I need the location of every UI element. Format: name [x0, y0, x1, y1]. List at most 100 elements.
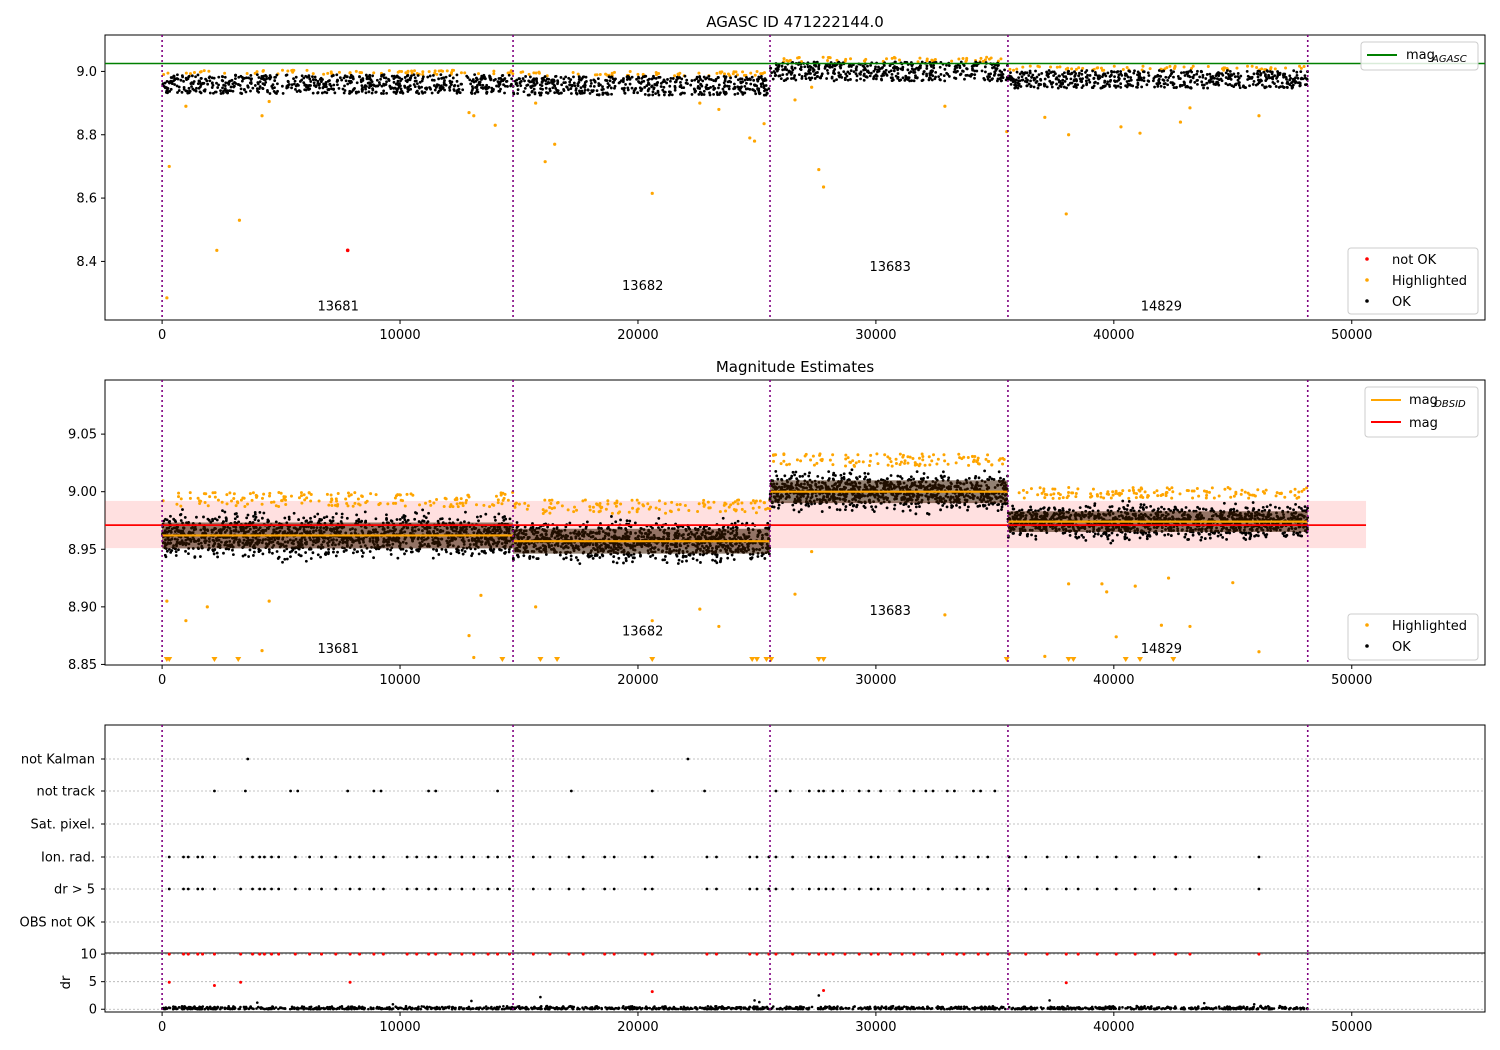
- data-point-ok: [1091, 86, 1095, 90]
- data-point-ok: [1003, 68, 1006, 72]
- data-point-highlighted: [1100, 68, 1104, 72]
- data-point-highlighted: [1028, 64, 1032, 68]
- data-point-ok: [398, 82, 401, 85]
- data-point-ok: [554, 86, 557, 90]
- data-point-highlighted: [696, 510, 700, 514]
- data-point-ok: [1093, 71, 1097, 74]
- data-point-ok: [436, 519, 440, 523]
- data-point-highlighted: [482, 503, 486, 507]
- data-point-ok: [283, 516, 287, 520]
- data-point-ok: [437, 553, 441, 556]
- data-point-highlighted: [844, 453, 848, 457]
- data-point-highlighted: [196, 496, 200, 500]
- data-point-highlighted: [427, 70, 431, 74]
- data-point-ok: [241, 76, 244, 79]
- data-point-ok: [211, 83, 215, 87]
- data-point-highlighted: [614, 504, 618, 508]
- data-point-highlighted: [1057, 491, 1061, 495]
- data-point-ok: [235, 515, 239, 518]
- data-point-highlighted: [1305, 486, 1309, 490]
- data-point-highlighted: [677, 73, 681, 77]
- data-point-ok: [905, 77, 908, 81]
- data-point-ok: [231, 548, 234, 552]
- data-point-ok: [680, 560, 684, 563]
- data-point-highlighted: [846, 456, 850, 460]
- data-point-ok: [257, 76, 261, 79]
- data-point-ok: [461, 88, 465, 92]
- data-point-ok: [264, 80, 268, 84]
- data-point-ok: [1088, 74, 1092, 77]
- data-point-ok: [640, 76, 644, 80]
- data-point-ok: [930, 78, 934, 82]
- data-point-ok: [1159, 84, 1163, 88]
- data-point-highlighted: [740, 501, 744, 505]
- data-point-highlighted: [1171, 490, 1175, 494]
- data-point-ok: [630, 75, 634, 79]
- data-point-highlighted: [987, 57, 991, 61]
- data-point-ok: [647, 77, 651, 81]
- data-point-ok: [665, 81, 668, 85]
- data-point-ok: [1104, 74, 1108, 78]
- data-point-ok: [1271, 75, 1275, 79]
- data-point-ok: [231, 553, 235, 556]
- data-point-highlighted: [348, 71, 352, 75]
- data-point-ok: [250, 77, 253, 81]
- data-point-ok: [516, 92, 520, 95]
- data-point-ok: [739, 80, 743, 84]
- data-point-highlighted: [876, 462, 880, 466]
- data-point-ok: [161, 82, 165, 86]
- data-point-highlighted: [751, 499, 755, 503]
- data-point-highlighted: [459, 71, 463, 75]
- data-point-ok: [1037, 73, 1041, 77]
- data-point-highlighted: [349, 493, 353, 497]
- data-point-ok: [721, 516, 725, 520]
- data-point-ok: [1196, 69, 1199, 73]
- data-point-ok: [412, 83, 416, 86]
- data-point-highlighted: [511, 72, 515, 76]
- data-point-ok: [986, 75, 989, 79]
- data-point-highlighted: [267, 99, 271, 104]
- data-point-ok: [416, 74, 420, 77]
- data-point-highlighted: [1099, 495, 1103, 499]
- data-point-highlighted: [1074, 492, 1078, 496]
- data-point-ok: [1237, 76, 1241, 80]
- data-point-ok: [993, 72, 997, 75]
- data-point-highlighted: [1099, 66, 1103, 70]
- data-point-ok: [554, 75, 557, 78]
- data-point-ok: [215, 81, 218, 85]
- data-point-ok: [337, 87, 341, 90]
- data-point-ok: [1289, 76, 1292, 80]
- data-point-highlighted: [990, 463, 994, 467]
- data-point-ok: [395, 75, 399, 78]
- data-point-ok: [509, 84, 512, 88]
- data-point-ok: [654, 92, 657, 96]
- data-point-ok: [894, 60, 897, 64]
- data-point-highlighted: [588, 505, 592, 509]
- data-point-highlighted: [581, 499, 585, 503]
- data-point-ok: [1061, 73, 1064, 76]
- data-point-ok: [338, 76, 342, 79]
- data-point-ok: [443, 88, 446, 92]
- data-point-highlighted: [550, 498, 554, 502]
- data-point-highlighted: [1274, 494, 1278, 498]
- data-point-ok: [1192, 73, 1196, 77]
- data-point-ok: [568, 83, 571, 87]
- data-point-ok: [569, 558, 573, 561]
- data-point-ok: [1217, 78, 1221, 82]
- data-point-ok: [785, 72, 789, 76]
- data-point-highlighted: [965, 58, 969, 62]
- data-point-ok: [576, 84, 580, 88]
- data-point-highlighted: [985, 55, 989, 59]
- data-point-ok: [183, 516, 187, 519]
- data-point-highlighted: [1284, 66, 1288, 70]
- data-point-ok: [544, 82, 548, 86]
- plot-frame-2: [104, 379, 1486, 666]
- data-point-highlighted: [241, 496, 245, 500]
- data-point-ok: [651, 90, 655, 94]
- data-point-ok: [311, 78, 315, 81]
- data-point-ok: [342, 550, 346, 553]
- data-point-ok: [1114, 85, 1118, 89]
- data-point-ok: [576, 82, 580, 86]
- data-point-highlighted: [421, 70, 425, 74]
- data-point-highlighted: [1164, 491, 1168, 495]
